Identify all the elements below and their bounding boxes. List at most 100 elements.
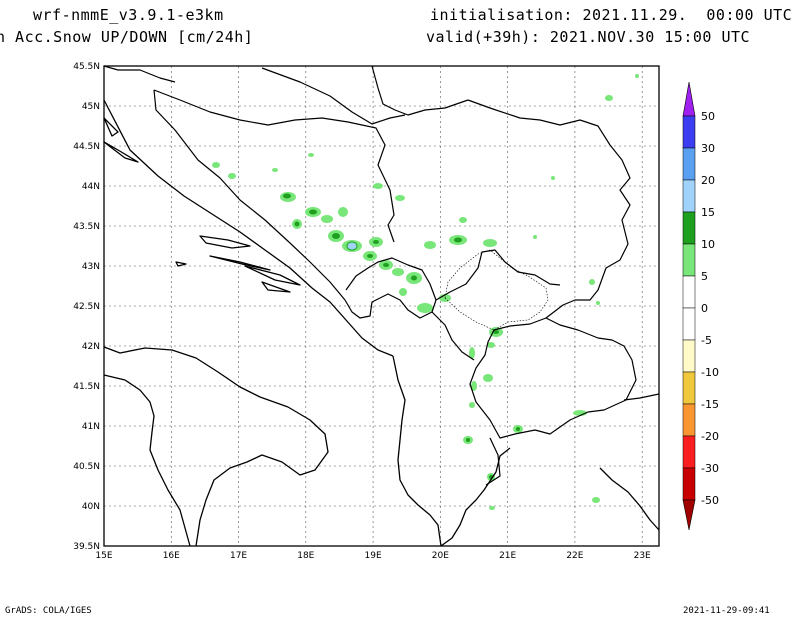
snow-patch bbox=[228, 173, 236, 179]
border-bosnia-north bbox=[153, 89, 395, 243]
init-time: initialisation: 2021.11.29. 00:00 UTC bbox=[430, 6, 793, 24]
croatia-islands bbox=[209, 255, 271, 271]
colorbar-swatch bbox=[682, 115, 696, 149]
latitude-label: 42N bbox=[82, 342, 100, 352]
latitude-label: 45N bbox=[82, 102, 100, 112]
colorbar-swatch bbox=[682, 403, 696, 437]
latitude-label: 43.5N bbox=[73, 222, 100, 232]
snow-patch bbox=[459, 217, 467, 223]
italy-peninsula bbox=[103, 346, 329, 547]
country-borders bbox=[103, 65, 660, 486]
border-serbia-romania bbox=[467, 99, 611, 146]
albania-coast bbox=[392, 355, 442, 547]
border-hungary-serbia bbox=[371, 65, 469, 116]
snow-accumulation-field bbox=[212, 74, 639, 510]
map-panel bbox=[103, 65, 660, 547]
snow-patch bbox=[321, 215, 333, 223]
colorbar-label: 30 bbox=[701, 142, 715, 155]
snow-patch bbox=[399, 288, 407, 296]
snow-patch bbox=[411, 275, 417, 281]
longitude-label: 15E bbox=[95, 551, 112, 561]
latitude-label: 44N bbox=[82, 182, 100, 192]
colorbar-label: -5 bbox=[701, 334, 712, 347]
latitude-labels: 45.5N 45N 44.5N 44N 43.5N 43N 42.5N 42N 41.5N 41N… bbox=[73, 62, 100, 552]
snow-patch bbox=[487, 342, 495, 348]
snow-patch bbox=[589, 279, 595, 285]
valid-time: valid(+39h): 2021.NOV.30 15:00 UTC bbox=[426, 28, 751, 46]
snow-patch bbox=[592, 497, 600, 503]
border-albania-greece bbox=[485, 437, 501, 486]
longitude-labels: 15E 16E 17E 18E 19E 20E 21E 22E 23E bbox=[95, 551, 651, 561]
snow-patch bbox=[533, 235, 537, 239]
colorbar-swatch bbox=[682, 467, 696, 501]
snow-patch bbox=[471, 381, 477, 391]
variable-title: n Acc.Snow UP/DOWN [cm/24h] bbox=[0, 28, 254, 46]
colorbar-top-arrow bbox=[682, 81, 696, 117]
plot-timestamp: 2021-11-29-09:41 bbox=[683, 606, 770, 616]
greece-east-coast bbox=[599, 467, 660, 531]
graticule bbox=[104, 66, 659, 546]
colorbar-label: -20 bbox=[701, 430, 719, 443]
border-albania-east bbox=[431, 311, 475, 361]
snow-patch bbox=[272, 168, 278, 172]
colorbar-bottom-arrow bbox=[682, 499, 696, 531]
grads-credit: GrADS: COLA/IGES bbox=[5, 606, 92, 616]
colorbar-label: -50 bbox=[701, 494, 719, 507]
snow-patch bbox=[308, 153, 314, 157]
snow-patch bbox=[424, 241, 436, 249]
latitude-label: 41.5N bbox=[73, 382, 100, 392]
colorbar-label: 5 bbox=[701, 270, 708, 283]
colorbar-swatch bbox=[682, 307, 696, 341]
colorbar-swatch bbox=[682, 339, 696, 373]
colorbar-label: -15 bbox=[701, 398, 719, 411]
longitude-label: 18E bbox=[297, 551, 314, 561]
kosovo-border bbox=[444, 249, 549, 331]
colorbar-swatch bbox=[682, 243, 696, 277]
snow-patch bbox=[516, 427, 520, 431]
latitude-label: 41N bbox=[82, 422, 100, 432]
border-serbia-kosovo bbox=[435, 249, 561, 301]
snow-patch bbox=[383, 263, 389, 267]
snow-patch bbox=[469, 402, 475, 408]
snow-patch bbox=[493, 330, 499, 334]
snow-patch bbox=[483, 374, 493, 382]
snow-patch bbox=[489, 506, 495, 510]
border-greece-bulgaria bbox=[623, 393, 660, 401]
croatia-islands bbox=[103, 141, 139, 163]
snow-patch bbox=[373, 240, 379, 244]
colorbar-swatch bbox=[682, 211, 696, 245]
colorbar-label: 50 bbox=[701, 110, 715, 123]
longitude-label: 22E bbox=[566, 551, 583, 561]
snow-patch bbox=[367, 254, 373, 258]
snow-patch bbox=[332, 233, 340, 239]
latitude-label: 44.5N bbox=[73, 142, 100, 152]
colorbar-swatch bbox=[682, 275, 696, 309]
longitude-label: 16E bbox=[163, 551, 180, 561]
border-slovenia-croatia bbox=[103, 65, 176, 83]
model-title: wrf-nmmE_v3.9.1-e3km bbox=[33, 6, 224, 24]
snow-patch bbox=[294, 221, 300, 227]
colorbar-label: 15 bbox=[701, 206, 715, 219]
snow-patch bbox=[454, 237, 462, 243]
latitude-label: 45.5N bbox=[73, 62, 100, 72]
snow-patch bbox=[309, 209, 317, 215]
colorbar-swatch bbox=[682, 147, 696, 181]
croatia-islands bbox=[199, 235, 251, 249]
colorbar-swatch bbox=[682, 371, 696, 405]
latitude-label: 42.5N bbox=[73, 302, 100, 312]
border-serbia-bulgaria bbox=[545, 144, 631, 319]
snow-patch bbox=[212, 162, 220, 168]
snow-patch bbox=[283, 193, 291, 199]
snow-patch bbox=[338, 207, 348, 217]
snow-patch bbox=[392, 268, 404, 276]
border-macedonia bbox=[469, 317, 637, 439]
snow-patch bbox=[596, 301, 600, 305]
snow-patch bbox=[635, 74, 639, 78]
snow-patch bbox=[469, 347, 475, 359]
snow-patch bbox=[466, 438, 470, 442]
longitude-label: 20E bbox=[432, 551, 449, 561]
colorbar-swatch bbox=[682, 435, 696, 469]
longitude-label: 19E bbox=[365, 551, 382, 561]
colorbar-label: -30 bbox=[701, 462, 719, 475]
